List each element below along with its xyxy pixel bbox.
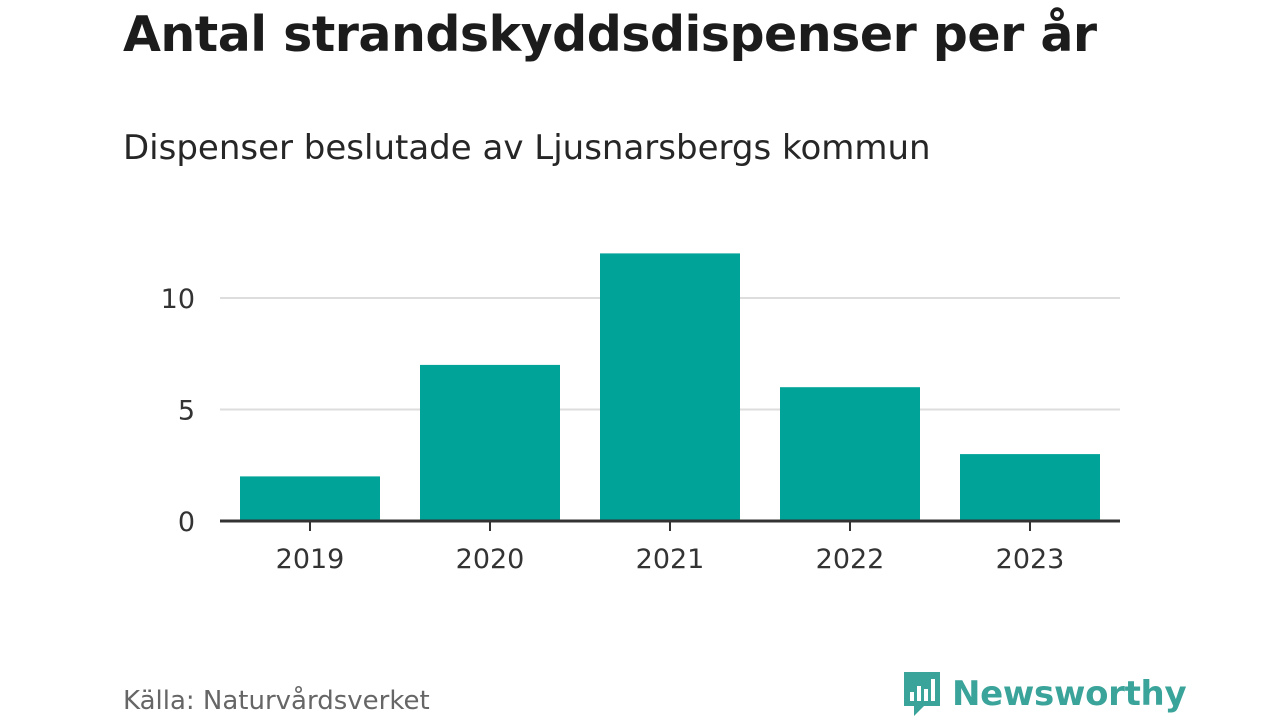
newsworthy-logo-icon <box>904 672 940 716</box>
x-tick-label: 2019 <box>276 544 345 575</box>
axes: 0 5 10 2019 2020 2021 2022 2023 <box>161 284 1120 575</box>
chart-subtitle: Dispenser beslutade av Ljusnarsbergs kom… <box>123 128 931 168</box>
bar-chart: 0 5 10 2019 2020 2021 2022 2023 <box>161 253 1120 575</box>
x-tick-label: 2022 <box>816 544 885 575</box>
x-tick-label: 2023 <box>996 544 1065 575</box>
bars <box>240 253 1100 521</box>
bar-2022 <box>780 387 920 521</box>
y-tick-label: 10 <box>161 284 195 315</box>
bar-2019 <box>240 476 380 521</box>
x-tick-label: 2021 <box>636 544 705 575</box>
brand-logo: Newsworthy <box>902 670 1187 718</box>
y-tick-label: 0 <box>178 507 195 538</box>
bar-2021 <box>600 253 740 521</box>
source-note: Källa: Naturvårdsverket <box>123 686 430 716</box>
brand-name: Newsworthy <box>952 674 1187 714</box>
y-tick-label: 5 <box>178 396 195 427</box>
bar-2020 <box>420 364 560 521</box>
chart-title: Antal strandskyddsdispenser per år <box>123 6 1097 63</box>
x-tick-label: 2020 <box>456 544 525 575</box>
bar-2023 <box>960 454 1100 521</box>
